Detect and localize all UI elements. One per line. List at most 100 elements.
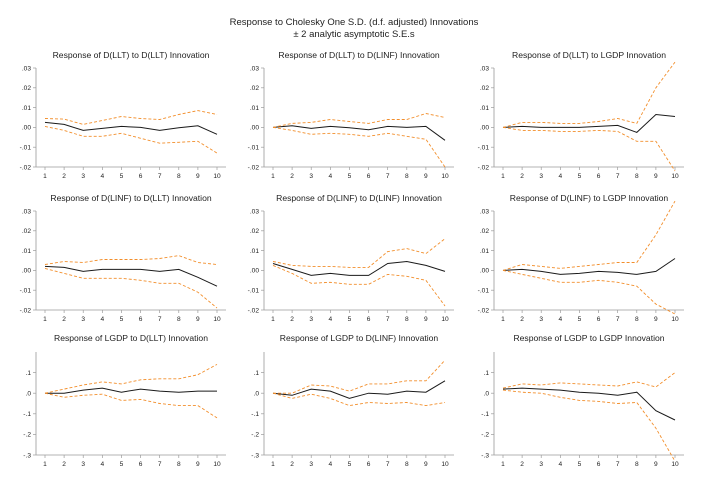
x-tick-label: 8 [635,461,639,468]
panel-title: Response of D(LINF) to D(LLT) Innovation [50,193,211,203]
x-tick-label: 3 [539,316,543,323]
y-tick-label: .02 [480,85,489,92]
irf-panel-6: Response of D(LINF) to LGDP Innovation -.… [478,193,684,323]
upper-band-line [44,255,218,265]
y-tick-label: .02 [22,85,31,92]
y-tick-label: -.02 [478,164,490,171]
x-tick-label: 2 [290,173,294,180]
lower-band-line [44,125,218,154]
y-tick-label: -.02 [478,307,490,314]
x-tick-label: 4 [328,173,332,180]
x-tick-label: 7 [616,461,620,468]
response-line [45,387,217,394]
y-tick-label: .00 [480,268,489,275]
x-tick-label: 6 [597,461,601,468]
upper-band-line [44,364,218,394]
y-tick-label: -.2 [251,432,259,439]
x-tick-label: 1 [271,173,275,180]
x-tick-label: 4 [558,316,562,323]
x-tick-label: 9 [424,173,428,180]
upper-band-line [502,200,676,271]
response-line [272,125,446,141]
y-tick-label: .1 [26,370,32,377]
upper-band-line [272,238,446,268]
lower-band-line [44,267,218,309]
x-tick-label: 9 [424,316,428,323]
x-tick-label: 2 [62,461,66,468]
x-tick-label: 5 [348,316,352,323]
y-tick-label: .0 [484,391,490,398]
x-tick-label: 10 [213,173,221,180]
x-tick-label: 10 [441,461,449,468]
y-tick-label: .02 [250,85,259,92]
x-tick-label: 6 [367,461,371,468]
x-tick-label: 6 [139,316,143,323]
y-tick-label: .01 [250,105,259,112]
lower-band-line [502,269,676,315]
irf-panel-4: Response of D(LINF) to D(LLT) Innovation… [20,193,226,323]
y-tick-label: -.01 [478,288,490,295]
x-tick-label: 7 [386,461,390,468]
x-tick-label: 9 [196,316,200,323]
y-tick-label: -.02 [248,164,260,171]
lower-band-line [502,126,676,172]
x-tick-label: 7 [158,316,162,323]
x-tick-label: 5 [348,461,352,468]
x-tick-label: 5 [578,316,582,323]
x-tick-label: 6 [367,173,371,180]
y-tick-label: -.02 [248,307,260,314]
x-tick-label: 2 [290,461,294,468]
x-tick-label: 6 [139,173,143,180]
y-tick-label: .03 [250,65,259,72]
y-tick-label: -.02 [20,164,32,171]
x-tick-label: 10 [671,173,679,180]
x-tick-label: 1 [43,461,47,468]
upper-band-line [502,372,676,389]
x-tick-label: 4 [100,173,104,180]
x-tick-label: 7 [616,173,620,180]
panel-title: Response of LGDP to D(LLT) Innovation [54,333,208,343]
x-tick-label: 9 [196,173,200,180]
response-line [502,113,676,133]
response-line [272,380,446,399]
x-tick-label: 7 [386,173,390,180]
x-tick-label: 3 [81,461,85,468]
x-tick-label: 1 [501,461,505,468]
x-tick-label: 3 [81,316,85,323]
y-tick-label: .00 [250,268,259,275]
y-tick-label: .03 [22,208,31,215]
x-tick-label: 5 [348,173,352,180]
x-tick-label: 2 [62,316,66,323]
x-tick-label: 8 [635,316,639,323]
y-tick-label: .02 [480,228,489,235]
response-line [272,260,446,276]
y-tick-label: -.01 [248,145,260,152]
x-tick-label: 9 [654,316,658,323]
irf-panel-8: Response of LGDP to D(LINF) Innovation -.… [251,333,454,468]
x-tick-label: 1 [271,461,275,468]
irf-panel-9: Response of LGDP to LGDP Innovation -.3 -.… [481,333,684,468]
y-tick-label: -.01 [20,145,32,152]
x-tick-label: 8 [635,173,639,180]
y-tick-label: .01 [22,248,31,255]
panel-title: Response of LGDP to D(LINF) Innovation [280,333,439,343]
x-tick-label: 4 [328,316,332,323]
x-tick-label: 1 [43,316,47,323]
y-tick-label: .03 [250,208,259,215]
x-tick-label: 2 [62,173,66,180]
x-tick-label: 8 [405,461,409,468]
x-tick-label: 7 [386,316,390,323]
lower-band-line [272,264,446,307]
y-tick-label: -.3 [251,452,259,459]
x-tick-label: 9 [424,461,428,468]
x-tick-label: 9 [654,461,658,468]
x-tick-label: 7 [158,461,162,468]
y-tick-label: -.3 [23,452,31,459]
upper-band-line [44,110,218,125]
y-tick-label: .01 [22,105,31,112]
y-tick-label: .03 [480,65,489,72]
x-tick-label: 1 [501,316,505,323]
x-tick-label: 4 [328,461,332,468]
x-tick-label: 2 [520,173,524,180]
